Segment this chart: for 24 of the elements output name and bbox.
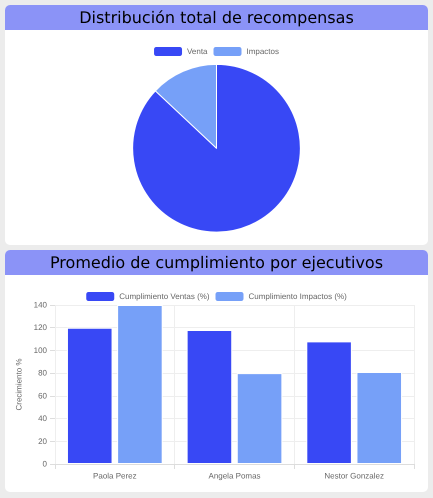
bar — [306, 341, 352, 464]
x-tick-label: Nestor Gonzalez — [324, 472, 384, 480]
x-tick-label: Paola Perez — [93, 472, 137, 480]
y-tick-label: 0 — [42, 460, 48, 468]
bar — [186, 330, 232, 464]
legend-label: Cumplimiento Ventas (%) — [119, 292, 210, 301]
bar — [236, 373, 282, 464]
legend-label: Venta — [187, 47, 208, 56]
y-tick-label: 100 — [34, 346, 48, 355]
chart-title: Distribución total de recompensas — [5, 5, 428, 30]
y-tick-label: 120 — [34, 323, 48, 332]
legend-label: Impactos — [246, 47, 279, 56]
bar — [117, 305, 163, 464]
y-axis-title: Crecimiento % — [14, 358, 24, 411]
chart-title: Promedio de cumplimiento por ejecutivos — [5, 250, 428, 275]
bar — [356, 372, 402, 464]
y-tick-label: 20 — [38, 436, 48, 446]
bar — [66, 328, 113, 464]
y-tick-label: 140 — [34, 300, 48, 310]
x-tick-label: Angela Pomas — [208, 472, 261, 480]
y-tick-label: 80 — [38, 368, 48, 378]
y-tick-label: 40 — [38, 414, 48, 424]
y-tick-label: 60 — [38, 391, 48, 400]
legend-label: Cumplimiento Impactos (%) — [248, 292, 348, 301]
